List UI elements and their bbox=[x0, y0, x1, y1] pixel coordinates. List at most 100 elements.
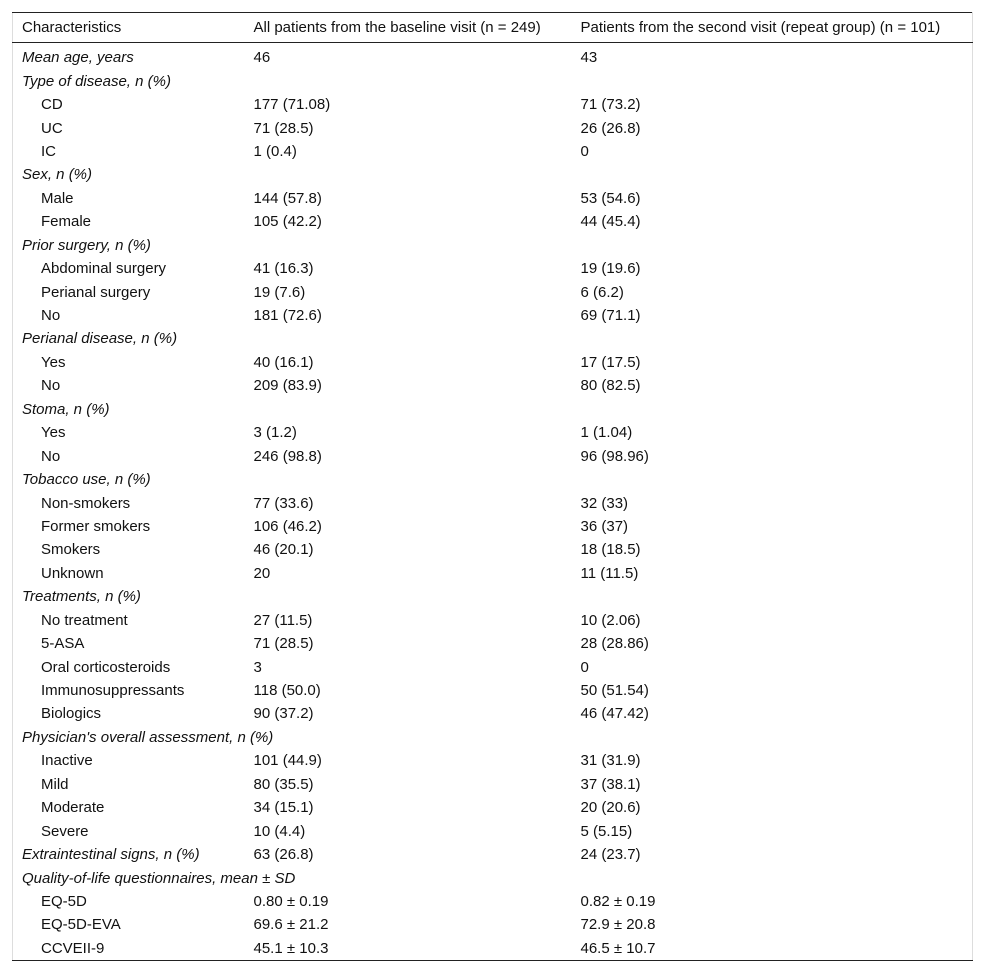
value-cell: 118 (50.0) bbox=[253, 682, 321, 700]
row-label: Immunosuppressants bbox=[41, 682, 185, 700]
data-row: CCVEII-9 45.1 ± 10.3 46.5 ± 10.7 bbox=[13, 937, 973, 961]
value-cell: 50 (51.54) bbox=[580, 682, 649, 700]
data-row: Smokers 46 (20.1) 18 (18.5) bbox=[13, 538, 973, 561]
group-row: Physician's overall assessment, n (%) bbox=[13, 726, 973, 749]
value-cell: 90 (37.2) bbox=[253, 705, 314, 723]
value-cell: 71 (28.5) bbox=[253, 119, 314, 137]
data-row: Perianal surgery 19 (7.6) 6 (6.2) bbox=[13, 280, 973, 303]
row-label: EQ-5D bbox=[41, 892, 87, 910]
value-cell: 46.5 ± 10.7 bbox=[580, 939, 656, 957]
group-label: Extraintestinal signs, n (%) bbox=[22, 846, 200, 864]
value-cell: 20 bbox=[253, 564, 271, 582]
row-label: No treatment bbox=[41, 611, 128, 629]
empty-cell bbox=[572, 468, 973, 491]
row-label: Severe bbox=[41, 822, 89, 840]
row-label: UC bbox=[41, 119, 63, 137]
empty-cell bbox=[572, 163, 973, 186]
data-row: EQ-5D-EVA 69.6 ± 21.2 72.9 ± 20.8 bbox=[13, 913, 973, 936]
value-cell: 20 (20.6) bbox=[580, 799, 641, 817]
group-label: Perianal disease, n (%) bbox=[22, 330, 178, 348]
group-row: Prior surgery, n (%) bbox=[13, 234, 973, 257]
value-cell: 3 (1.2) bbox=[253, 424, 297, 442]
value-cell: 105 (42.2) bbox=[253, 213, 322, 231]
group-label: Quality-of-life questionnaires, mean ± S… bbox=[22, 869, 296, 887]
empty-cell bbox=[245, 234, 572, 257]
value-cell: 10 (4.4) bbox=[253, 822, 306, 840]
empty-cell bbox=[572, 69, 973, 92]
group-label: Stoma, n (%) bbox=[22, 400, 110, 418]
group-row: Quality-of-life questionnaires, mean ± S… bbox=[13, 866, 973, 889]
value-cell: 0 bbox=[580, 142, 589, 160]
data-row: Former smokers 106 (46.2) 36 (37) bbox=[13, 515, 973, 538]
value-cell: 27 (11.5) bbox=[253, 611, 313, 629]
value-cell: 0.80 ± 0.19 bbox=[253, 892, 329, 910]
value-cell: 53 (54.6) bbox=[580, 189, 641, 207]
empty-cell bbox=[245, 468, 572, 491]
value-cell: 96 (98.96) bbox=[580, 447, 649, 465]
row-label: CD bbox=[41, 96, 63, 114]
data-row: Biologics 90 (37.2) 46 (47.42) bbox=[13, 702, 973, 725]
row-label: 5-ASA bbox=[41, 635, 85, 653]
group-row: Type of disease, n (%) bbox=[13, 69, 973, 92]
value-cell: 45.1 ± 10.3 bbox=[253, 939, 329, 957]
group-label: Sex, n (%) bbox=[22, 166, 93, 184]
value-cell: 37 (38.1) bbox=[580, 775, 641, 793]
header-cell: All patients from the baseline visit (n … bbox=[244, 12, 572, 43]
group-row: Tobacco use, n (%) bbox=[13, 468, 973, 491]
row-label: No bbox=[41, 307, 61, 325]
row-label: No bbox=[41, 377, 61, 395]
row-label: Unknown bbox=[41, 564, 104, 582]
empty-cell bbox=[572, 234, 973, 257]
empty-cell bbox=[572, 398, 973, 421]
header-row: Characteristics All patients from the ba… bbox=[12, 12, 973, 43]
value-cell: 69.6 ± 21.2 bbox=[253, 916, 329, 934]
value-cell: 144 (57.8) bbox=[253, 189, 322, 207]
empty-cell bbox=[245, 398, 572, 421]
value-cell: 5 (5.15) bbox=[580, 822, 633, 840]
row-label: Yes bbox=[41, 424, 66, 442]
header-cell: Characteristics bbox=[12, 12, 245, 43]
data-row: No 246 (98.8) 96 (98.96) bbox=[13, 444, 973, 467]
row-label: Yes bbox=[41, 353, 66, 371]
data-row: Severe 10 (4.4) 5 (5.15) bbox=[13, 819, 973, 842]
value-cell: 19 (19.6) bbox=[580, 260, 641, 278]
row-label: Female bbox=[41, 213, 92, 231]
value-cell: 40 (16.1) bbox=[253, 353, 314, 371]
value-cell: 44 (45.4) bbox=[580, 213, 641, 231]
value-cell: 11 (11.5) bbox=[580, 564, 639, 582]
group-label: Physician's overall assessment, n (%) bbox=[22, 728, 274, 746]
group-label: Mean age, years bbox=[22, 49, 134, 67]
group-row: Sex, n (%) bbox=[13, 163, 973, 186]
value-cell: 19 (7.6) bbox=[253, 283, 306, 301]
value-cell: 41 (16.3) bbox=[253, 260, 314, 278]
group-label: Treatments, n (%) bbox=[22, 588, 141, 606]
row-label: IC bbox=[41, 142, 56, 160]
value-cell: 71 (73.2) bbox=[580, 96, 641, 114]
row-label: Smokers bbox=[41, 541, 101, 559]
value-cell: 72.9 ± 20.8 bbox=[580, 916, 656, 934]
empty-cell bbox=[572, 585, 973, 608]
value-cell: 0.82 ± 0.19 bbox=[580, 892, 656, 910]
value-cell: 17 (17.5) bbox=[580, 353, 641, 371]
group-row: Mean age, years 46 43 bbox=[13, 43, 973, 70]
data-row: CD 177 (71.08) 71 (73.2) bbox=[13, 93, 973, 116]
value-cell: 106 (46.2) bbox=[253, 517, 322, 535]
empty-cell bbox=[245, 327, 572, 350]
row-label: Former smokers bbox=[41, 517, 151, 535]
data-row: 5-ASA 71 (28.5) 28 (28.86) bbox=[13, 632, 973, 655]
value-cell: 1 (0.4) bbox=[253, 142, 297, 160]
table-body: Mean age, years 46 43 Type of disease, n (%… bbox=[13, 43, 973, 961]
row-label: No bbox=[41, 447, 61, 465]
value-cell: 32 (33) bbox=[580, 494, 629, 512]
value-cell: 6 (6.2) bbox=[580, 283, 624, 301]
empty-cell bbox=[572, 866, 973, 889]
data-row: IC 1 (0.4) 0 bbox=[13, 140, 973, 163]
value-cell: 69 (71.1) bbox=[580, 307, 641, 325]
value-cell: 101 (44.9) bbox=[253, 752, 322, 770]
value-cell: 0 bbox=[580, 658, 589, 676]
data-row: Female 105 (42.2) 44 (45.4) bbox=[13, 210, 973, 233]
data-row: Yes 40 (16.1) 17 (17.5) bbox=[13, 351, 973, 374]
data-row: Inactive 101 (44.9) 31 (31.9) bbox=[13, 749, 973, 772]
data-row: UC 71 (28.5) 26 (26.8) bbox=[13, 116, 973, 139]
row-label: Oral corticosteroids bbox=[41, 658, 171, 676]
